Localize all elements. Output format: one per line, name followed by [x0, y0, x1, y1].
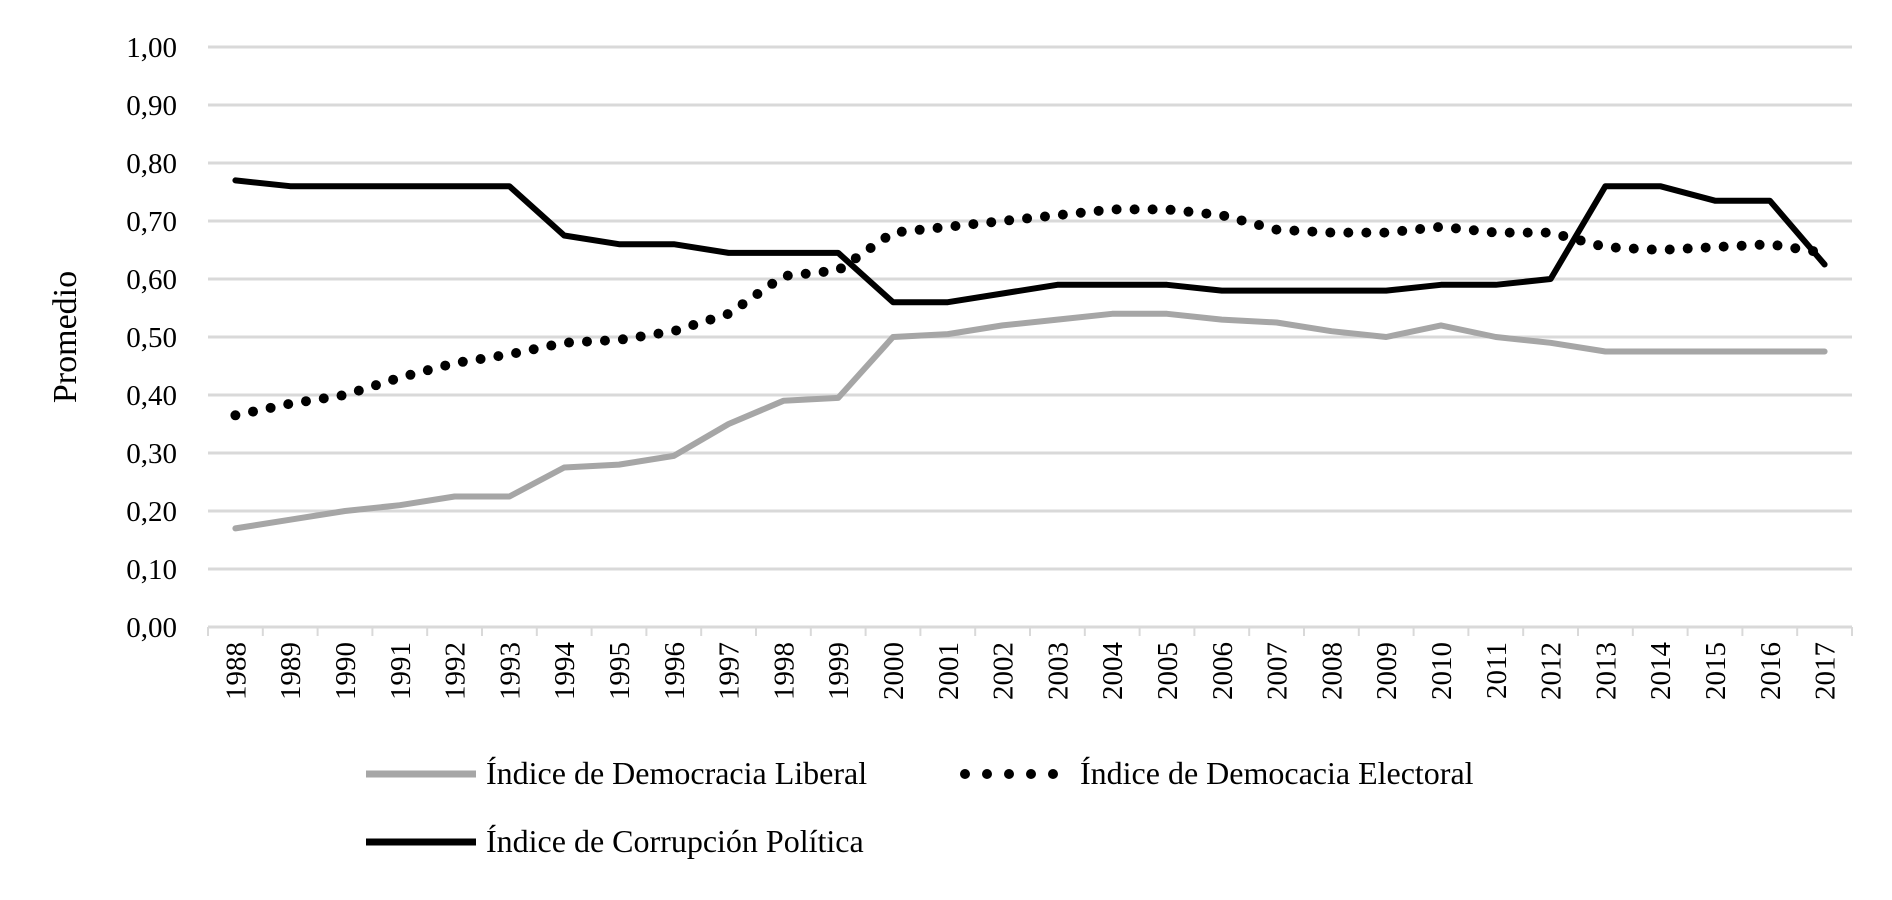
- y-axis-label: Promedio: [47, 271, 84, 403]
- y-tick-label: 0,30: [126, 438, 177, 470]
- x-tick-label: 1997: [714, 642, 746, 700]
- x-tick-label: 2013: [1590, 642, 1622, 700]
- y-tick-label: 0,00: [126, 612, 177, 644]
- x-tick-label: 1989: [275, 642, 307, 700]
- x-tick-label: 2010: [1426, 642, 1458, 700]
- x-tick-label: 2006: [1207, 642, 1239, 700]
- x-tick-label: 2014: [1645, 642, 1677, 701]
- x-tick-label: 2012: [1536, 642, 1568, 700]
- x-tick-label: 2015: [1700, 642, 1732, 700]
- x-tick-label: 2011: [1481, 642, 1513, 699]
- x-tick-label: 2005: [1152, 642, 1184, 700]
- x-tick-label: 2003: [1042, 642, 1074, 700]
- y-tick-label: 0,90: [126, 90, 177, 122]
- gridlines: [208, 45, 1852, 629]
- x-tick-label: 2004: [1097, 642, 1129, 701]
- x-tick-label: 1988: [220, 642, 252, 700]
- y-tick-label: 0,50: [126, 322, 177, 354]
- x-tick-label: 1995: [604, 642, 636, 700]
- x-tick-label: 2009: [1371, 642, 1403, 700]
- x-tick-label: 2008: [1316, 642, 1348, 700]
- y-tick-label: 0,70: [126, 206, 177, 238]
- x-tick-label: 1990: [330, 642, 362, 700]
- x-tick-label: 1992: [440, 642, 472, 700]
- x-tick-label: 2001: [933, 642, 965, 700]
- y-tick-label: 0,10: [126, 554, 177, 586]
- x-tick-label: 2002: [988, 642, 1020, 700]
- x-tick-label: 1993: [494, 642, 526, 700]
- y-axis-ticks: 0,00 0,10 0,20 0,30 0,40 0,50 0,60 0,70 0,80 0,90…: [126, 32, 177, 644]
- y-tick-label: 1,00: [126, 32, 177, 64]
- y-tick-label: 0,80: [126, 148, 177, 180]
- x-tick-label: 1994: [549, 642, 581, 701]
- x-tick-label: 1991: [385, 642, 417, 700]
- x-tick-label: 1999: [823, 642, 855, 700]
- series-line-3: [232, 177, 1828, 306]
- series-lines: [230, 177, 1830, 532]
- x-tick-label: 1996: [659, 642, 691, 700]
- legend-label: Índice de Democracia Liberal: [486, 755, 867, 791]
- x-tick-label: 2000: [878, 642, 910, 700]
- y-tick-label: 0,40: [126, 380, 177, 412]
- legend-label: Índice de Democacia Electoral: [1080, 755, 1474, 791]
- x-axis-ticks: 1988 1989 1990 1991 1992 1993 1994 1995 1996 1997…: [207, 627, 1853, 701]
- y-tick-label: 0,60: [126, 264, 177, 296]
- series-line-2: [230, 204, 1830, 421]
- legend-label: Índice de Corrupción Política: [486, 823, 864, 859]
- series-line-1: [232, 310, 1828, 532]
- x-tick-label: 2016: [1755, 642, 1787, 700]
- x-tick-label: 2017: [1810, 642, 1842, 700]
- y-tick-label: 0,20: [126, 496, 177, 528]
- legend: Índice de Democracia Liberal Índice de De…: [366, 755, 1474, 859]
- x-tick-label: 2007: [1262, 642, 1294, 700]
- x-tick-label: 1998: [768, 642, 800, 700]
